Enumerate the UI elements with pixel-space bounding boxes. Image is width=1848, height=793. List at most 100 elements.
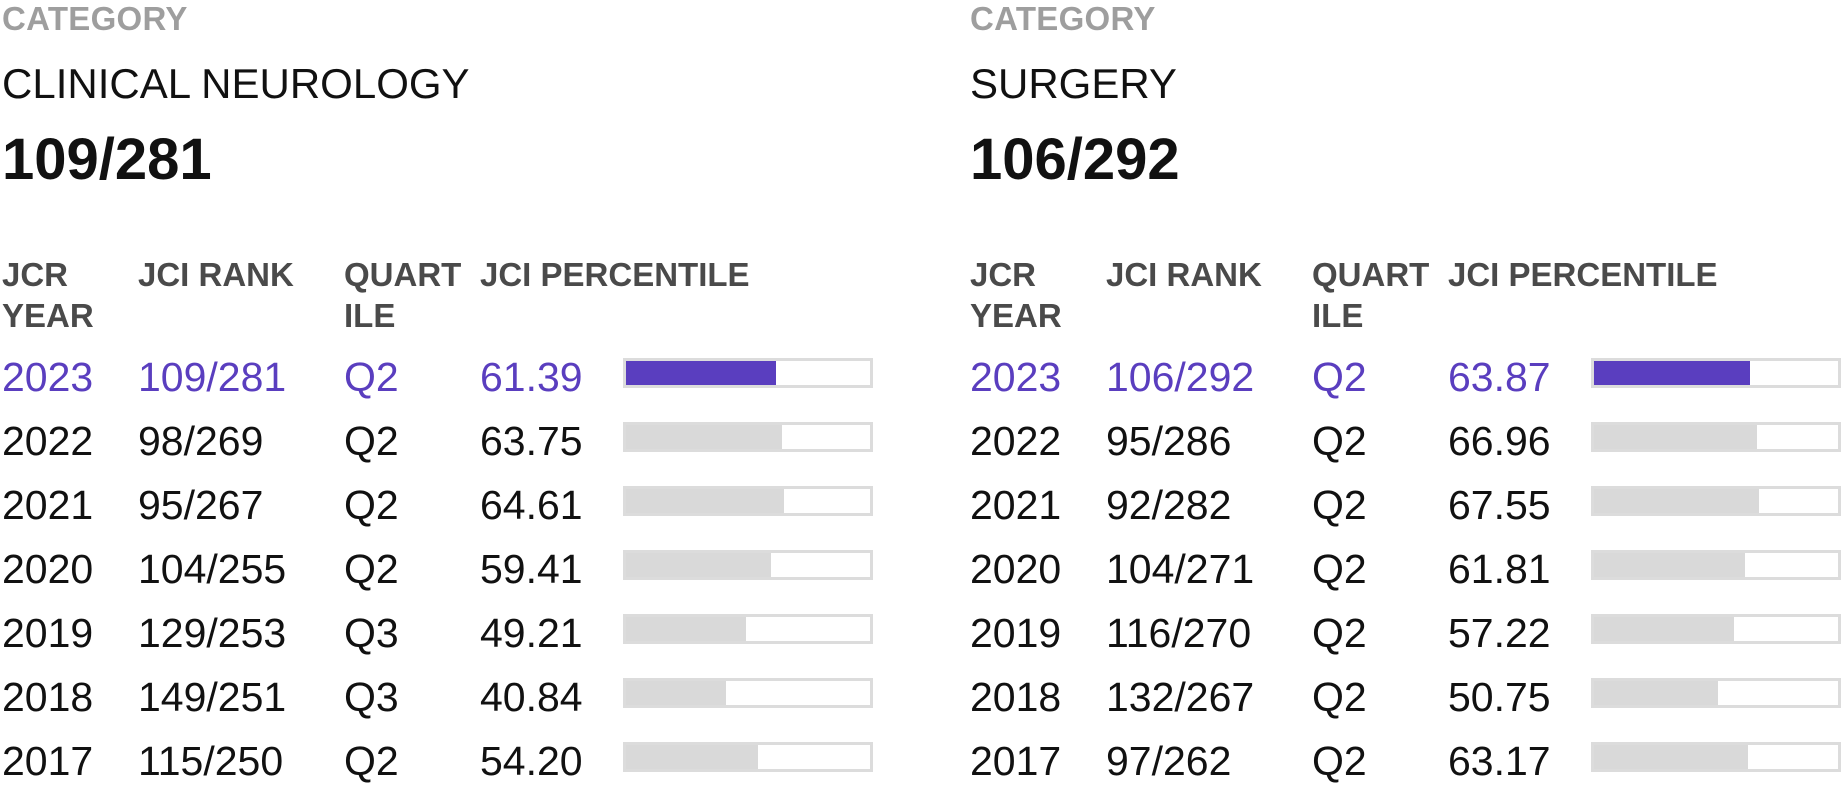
percentile-bar [623,486,873,516]
percentile-bar-fill [626,361,776,385]
column-header-quartile: QUARTILE [1312,256,1430,334]
rank-cell: 104/271 [1106,546,1255,592]
column-header-jci-rank: JCI RANK [1106,256,1262,293]
year-cell: 2020 [2,546,94,592]
rank-cell: 95/286 [1106,418,1232,464]
percentile-bar [623,742,873,772]
rank-cell: 106/292 [1106,354,1255,400]
rank-cell: 129/253 [138,610,287,656]
quartile-cell: Q2 [344,738,399,784]
percentile-cell: 61.39 [480,354,583,400]
table-row: 2017 97/262 Q2 63.17 [970,729,1848,793]
table-row: 2018 149/251 Q3 40.84 [2,665,902,729]
year-cell: 2022 [970,418,1062,464]
quartile-cell: Q2 [1312,610,1367,656]
percentile-bar-fill [1594,617,1734,641]
percentile-bar-fill [626,745,759,769]
percentile-bar [1591,742,1841,772]
percentile-bar-fill [1594,361,1750,385]
percentile-bar-fill [626,553,771,577]
percentile-bar-fill [626,681,726,705]
percentile-bar [1591,486,1841,516]
percentile-bar [1591,678,1841,708]
quartile-cell: Q2 [1312,482,1367,528]
table-row: 2023 106/292 Q2 63.87 [970,345,1848,409]
year-cell: 2019 [2,610,94,656]
category-name: CLINICAL NEUROLOGY [2,60,470,107]
table-row: 2019 116/270 Q2 57.22 [970,601,1848,665]
category-rank: 109/281 [2,127,212,192]
percentile-bar [623,358,873,388]
table-row: 2023 109/281 Q2 61.39 [2,345,902,409]
column-header-jci-percentile: JCI PERCENTILE [480,256,750,293]
percentile-bar-fill [1594,745,1749,769]
column-header-jci-rank: JCI RANK [138,256,294,293]
percentile-cell: 67.55 [1448,482,1551,528]
category-rank: 106/292 [970,127,1180,192]
quartile-cell: Q2 [1312,674,1367,720]
quartile-cell: Q2 [1312,418,1367,464]
percentile-bar-fill [1594,553,1745,577]
category-label: CATEGORY [2,0,188,37]
rank-cell: 109/281 [138,354,287,400]
percentile-cell: 59.41 [480,546,583,592]
rank-cell: 92/282 [1106,482,1232,528]
percentile-bar-fill [1594,425,1758,449]
table-row: 2020 104/271 Q2 61.81 [970,537,1848,601]
percentile-bar-fill [626,425,782,449]
rank-cell: 95/267 [138,482,264,528]
percentile-cell: 54.20 [480,738,583,784]
percentile-bar-fill [626,489,784,513]
table-row: 2021 92/282 Q2 67.55 [970,473,1848,537]
year-cell: 2023 [970,354,1062,400]
rank-cell: 116/270 [1106,610,1252,656]
table-row: 2022 98/269 Q2 63.75 [2,409,902,473]
percentile-cell: 40.84 [480,674,583,720]
rank-cell: 104/255 [138,546,287,592]
percentile-cell: 63.17 [1448,738,1551,784]
quartile-cell: Q2 [344,546,399,592]
table-row: 2018 132/267 Q2 50.75 [970,665,1848,729]
rank-cell: 97/262 [1106,738,1232,784]
percentile-bar [623,614,873,644]
column-header-quartile: QUARTILE [344,256,462,334]
year-cell: 2021 [970,482,1062,528]
percentile-bar-fill [1594,681,1718,705]
rank-cell: 149/251 [138,674,287,720]
year-cell: 2023 [2,354,94,400]
percentile-bar [623,678,873,708]
percentile-bar [1591,358,1841,388]
ranking-table: 2023 109/281 Q2 61.39 2022 98/269 Q2 63.75 2021 9… [2,345,902,793]
column-header-jcr-year: JCR YEAR [970,256,1062,334]
percentile-bar [1591,614,1841,644]
percentile-cell: 49.21 [480,610,583,656]
percentile-bar [1591,422,1841,452]
table-row: 2020 104/255 Q2 59.41 [2,537,902,601]
percentile-cell: 63.75 [480,418,583,464]
percentile-cell: 66.96 [1448,418,1551,464]
quartile-cell: Q3 [344,610,399,656]
quartile-cell: Q2 [1312,546,1367,592]
year-cell: 2018 [970,674,1062,720]
table-row: 2021 95/267 Q2 64.61 [2,473,902,537]
quartile-cell: Q2 [344,354,399,400]
year-cell: 2019 [970,610,1062,656]
quartile-cell: Q2 [1312,354,1367,400]
percentile-bar-fill [1594,489,1759,513]
percentile-cell: 50.75 [1448,674,1551,720]
year-cell: 2020 [970,546,1062,592]
rank-cell: 98/269 [138,418,264,464]
category-name: SURGERY [970,60,1177,107]
quartile-cell: Q2 [344,482,399,528]
table-row: 2019 129/253 Q3 49.21 [2,601,902,665]
percentile-bar-fill [626,617,747,641]
quartile-cell: Q2 [1312,738,1367,784]
year-cell: 2022 [2,418,94,464]
percentile-cell: 61.81 [1448,546,1551,592]
quartile-cell: Q3 [344,674,399,720]
table-row: 2017 115/250 Q2 54.20 [2,729,902,793]
percentile-cell: 64.61 [480,482,583,528]
year-cell: 2017 [970,738,1062,784]
year-cell: 2018 [2,674,94,720]
category-label: CATEGORY [970,0,1156,37]
